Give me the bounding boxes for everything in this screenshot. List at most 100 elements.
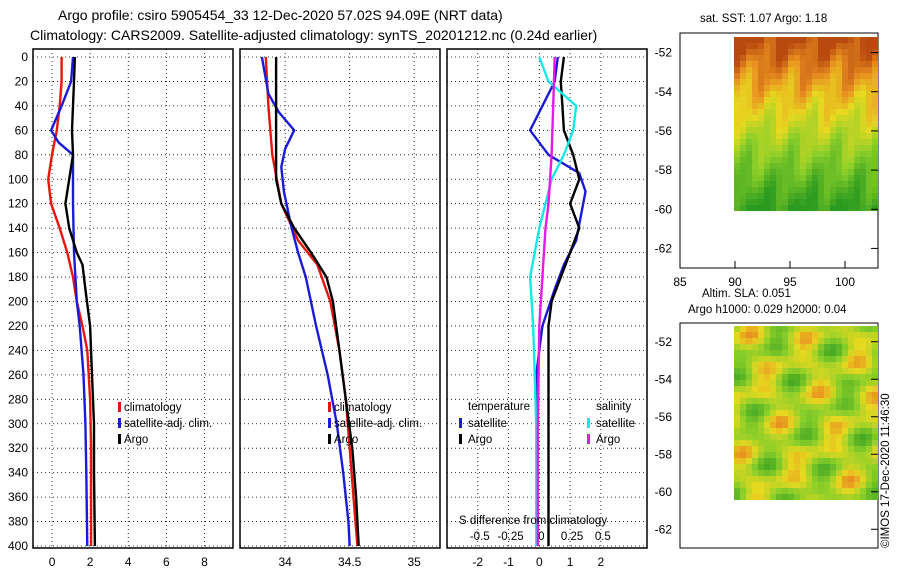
heatmap-cell (812, 332, 818, 338)
depth-tick-label: 240 (8, 343, 28, 357)
heatmap-cell (770, 133, 776, 139)
heatmap-cell (830, 199, 836, 205)
heatmap-cell (788, 163, 794, 169)
heatmap-cell (872, 392, 878, 398)
heatmap-cell (758, 410, 764, 416)
heatmap-cell (782, 181, 788, 187)
heatmap-cell (758, 488, 764, 494)
heatmap-cell (770, 73, 776, 79)
heatmap-cell (734, 49, 740, 55)
heatmap-cell (860, 476, 866, 482)
heatmap-cell (758, 181, 764, 187)
heatmap-cell (788, 422, 794, 428)
depth-tick-label: 120 (8, 197, 28, 211)
heatmap-cell (812, 398, 818, 404)
x-tick-label: 35 (408, 555, 422, 569)
heatmap-cell (860, 103, 866, 109)
heatmap-cell (842, 109, 848, 115)
heatmap-cell (806, 344, 812, 350)
heatmap-cell (752, 428, 758, 434)
heatmap-cell (830, 103, 836, 109)
heatmap-cell (758, 187, 764, 193)
heatmap-cell (872, 55, 878, 61)
heatmap-cell (848, 169, 854, 175)
heatmap-cell (824, 446, 830, 452)
heatmap-cell (824, 91, 830, 97)
heatmap-cell (872, 410, 878, 416)
heatmap-cell (830, 470, 836, 476)
heatmap-cell (842, 344, 848, 350)
heatmap-cell (794, 386, 800, 392)
heatmap-cell (836, 37, 842, 43)
lat-tick-label: -52 (655, 335, 673, 349)
heatmap-cell (836, 187, 842, 193)
heatmap-cell (836, 73, 842, 79)
heatmap-cell (758, 326, 764, 332)
heatmap-cell (758, 151, 764, 157)
heatmap-cell (872, 61, 878, 67)
heatmap-cell (734, 163, 740, 169)
heatmap-cell (788, 193, 794, 199)
heatmap-cell (746, 338, 752, 344)
sal-legend-swatch-climatology (328, 402, 331, 412)
heatmap-cell (812, 392, 818, 398)
series-line-satellite-adj-clim- (49, 56, 89, 547)
heatmap-cell (836, 422, 842, 428)
heatmap-cell (842, 416, 848, 422)
heatmap-cell (788, 67, 794, 73)
heatmap-cell (800, 326, 806, 332)
heatmap-cell (734, 67, 740, 73)
heatmap-cell (842, 193, 848, 199)
heatmap-cell (776, 416, 782, 422)
heatmap-cell (866, 482, 872, 488)
heatmap-cell (746, 121, 752, 127)
heatmap-cell (794, 97, 800, 103)
heatmap-cell (860, 145, 866, 151)
heatmap-cell (836, 133, 842, 139)
heatmap-cell (830, 416, 836, 422)
heatmap-cell (806, 362, 812, 368)
sla-map-title-line1: Altim. SLA: 0.051 (702, 288, 791, 300)
diff-legend-swatch-temp-satellite (459, 418, 462, 428)
heatmap-cell (788, 434, 794, 440)
heatmap-cell (746, 109, 752, 115)
heatmap-cell (776, 61, 782, 67)
heatmap-cell (776, 115, 782, 121)
heatmap-cell (758, 85, 764, 91)
heatmap-cell (788, 133, 794, 139)
heatmap-cell (788, 368, 794, 374)
heatmap-cell (788, 488, 794, 494)
heatmap-cell (776, 145, 782, 151)
heatmap-cell (746, 151, 752, 157)
heatmap-cell (776, 181, 782, 187)
heatmap-cell (794, 139, 800, 145)
heatmap-cell (824, 121, 830, 127)
heatmap-cell (836, 428, 842, 434)
heatmap-cell (776, 193, 782, 199)
heatmap-cell (782, 398, 788, 404)
heatmap-cell (848, 386, 854, 392)
heatmap-cell (872, 416, 878, 422)
heatmap-cell (854, 398, 860, 404)
heatmap-cell (734, 193, 740, 199)
depth-tick-label: 40 (15, 99, 29, 113)
heatmap-cell (764, 109, 770, 115)
heatmap-cell (740, 368, 746, 374)
heatmap-cell (764, 452, 770, 458)
heatmap-cell (788, 49, 794, 55)
heatmap-cell (740, 175, 746, 181)
heatmap-cell (764, 434, 770, 440)
heatmap-cell (824, 79, 830, 85)
heatmap-cell (848, 115, 854, 121)
heatmap-cell (746, 326, 752, 332)
lon-tick-label: 85 (673, 275, 687, 289)
heatmap-cell (764, 440, 770, 446)
heatmap-cell (740, 332, 746, 338)
heatmap-cell (848, 374, 854, 380)
heatmap-cell (806, 85, 812, 91)
heatmap-cell (818, 151, 824, 157)
heatmap-cell (824, 452, 830, 458)
heatmap-cell (746, 344, 752, 350)
heatmap-cell (746, 37, 752, 43)
heatmap-cell (764, 386, 770, 392)
